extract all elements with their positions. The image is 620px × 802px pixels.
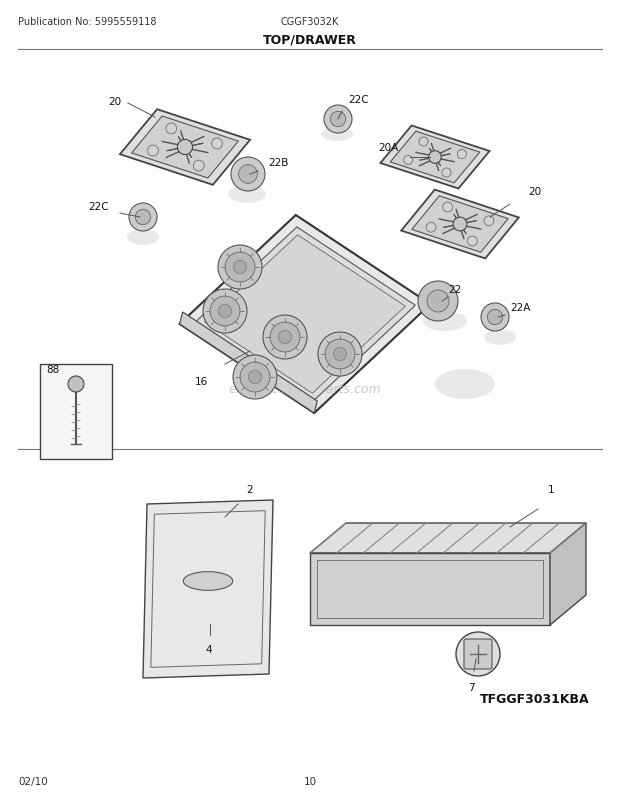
- Circle shape: [404, 156, 413, 165]
- Text: 10: 10: [303, 776, 317, 786]
- Circle shape: [481, 304, 509, 331]
- Text: 88: 88: [46, 365, 60, 375]
- Circle shape: [177, 140, 193, 156]
- Polygon shape: [550, 524, 586, 626]
- Text: 02/10: 02/10: [18, 776, 48, 786]
- Circle shape: [225, 253, 255, 282]
- Circle shape: [318, 333, 362, 376]
- Circle shape: [210, 297, 240, 326]
- Circle shape: [233, 261, 247, 274]
- Circle shape: [325, 339, 355, 370]
- Circle shape: [239, 165, 257, 184]
- FancyBboxPatch shape: [464, 639, 492, 669]
- Text: 16: 16: [195, 376, 208, 387]
- Ellipse shape: [423, 312, 467, 331]
- Polygon shape: [120, 110, 250, 185]
- Circle shape: [249, 371, 262, 384]
- Text: eReplacementParts.com: eReplacementParts.com: [229, 383, 381, 396]
- Text: 2: 2: [246, 484, 252, 494]
- Text: 20: 20: [528, 187, 541, 196]
- Bar: [317, 561, 542, 618]
- Polygon shape: [412, 196, 508, 253]
- Circle shape: [334, 348, 347, 361]
- Text: 7: 7: [468, 683, 475, 692]
- Ellipse shape: [435, 370, 495, 399]
- Circle shape: [419, 138, 428, 147]
- Text: TOP/DRAWER: TOP/DRAWER: [263, 34, 357, 47]
- Polygon shape: [195, 228, 415, 402]
- Circle shape: [203, 290, 247, 334]
- Polygon shape: [310, 524, 586, 553]
- Circle shape: [427, 290, 449, 313]
- Circle shape: [233, 355, 277, 399]
- Polygon shape: [131, 117, 238, 179]
- Ellipse shape: [228, 186, 266, 204]
- Polygon shape: [381, 127, 490, 189]
- Text: 20A: 20A: [378, 143, 398, 153]
- Circle shape: [443, 203, 453, 213]
- Circle shape: [148, 146, 158, 156]
- Circle shape: [278, 331, 291, 344]
- Ellipse shape: [484, 330, 516, 346]
- Circle shape: [428, 152, 441, 164]
- Circle shape: [324, 106, 352, 134]
- Circle shape: [240, 363, 270, 392]
- Circle shape: [442, 168, 451, 178]
- Text: 22A: 22A: [510, 302, 530, 313]
- Ellipse shape: [184, 572, 232, 590]
- Polygon shape: [143, 500, 273, 678]
- Circle shape: [166, 124, 177, 135]
- Circle shape: [193, 161, 204, 172]
- Text: 22: 22: [448, 285, 461, 294]
- Bar: [40, 365, 112, 460]
- Circle shape: [68, 376, 84, 392]
- Circle shape: [263, 316, 307, 359]
- Polygon shape: [180, 313, 317, 414]
- Circle shape: [456, 632, 500, 676]
- Polygon shape: [401, 190, 519, 259]
- Text: Publication No: 5995559118: Publication No: 5995559118: [18, 17, 156, 27]
- Ellipse shape: [127, 229, 159, 245]
- Text: 1: 1: [548, 484, 555, 494]
- Text: 22C: 22C: [88, 202, 108, 212]
- Text: 22C: 22C: [348, 95, 369, 105]
- Circle shape: [487, 310, 503, 326]
- Ellipse shape: [321, 128, 353, 142]
- Circle shape: [135, 210, 151, 225]
- Circle shape: [211, 139, 223, 150]
- Text: CGGF3032K: CGGF3032K: [281, 17, 339, 27]
- Text: 20: 20: [108, 97, 121, 107]
- Circle shape: [484, 217, 494, 226]
- Text: 22B: 22B: [268, 158, 288, 168]
- Circle shape: [330, 112, 346, 128]
- Circle shape: [231, 158, 265, 192]
- Circle shape: [418, 282, 458, 322]
- Circle shape: [426, 223, 436, 233]
- Polygon shape: [205, 236, 405, 394]
- Polygon shape: [310, 553, 550, 626]
- Polygon shape: [390, 132, 480, 184]
- Circle shape: [129, 204, 157, 232]
- Circle shape: [270, 322, 300, 353]
- Polygon shape: [180, 216, 430, 414]
- Circle shape: [218, 305, 232, 318]
- Circle shape: [467, 237, 477, 246]
- Text: 4: 4: [205, 644, 211, 654]
- Circle shape: [458, 150, 466, 160]
- Circle shape: [453, 218, 467, 232]
- Text: TFGGF3031KBA: TFGGF3031KBA: [480, 693, 590, 706]
- Circle shape: [218, 245, 262, 290]
